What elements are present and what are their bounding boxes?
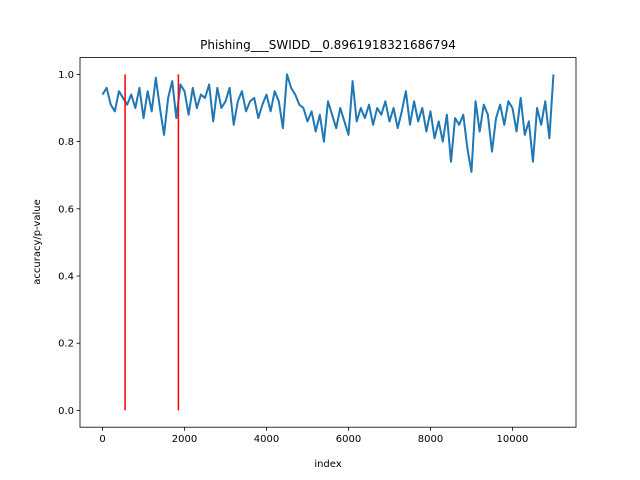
chart-title: Phishing___SWIDD__0.8961918321686794 [200,38,456,52]
y-tick-label: 0.8 [58,137,74,148]
y-tick-label: 0.6 [58,204,74,215]
y-tick-label: 0.4 [58,272,74,283]
x-tick-label: 8000 [418,434,443,445]
data-line [101,73,555,173]
x-tick-label: 0 [99,434,105,445]
y-tick-label: 0.0 [58,406,74,417]
x-axis-label: index [314,459,341,470]
x-tick-label: 10000 [497,434,529,445]
y-axis-label: accuracy/p-value [32,199,43,285]
plot-frame [79,57,577,428]
y-tick-label: 1.0 [58,70,74,81]
x-tick-label: 6000 [336,434,361,445]
y-tick-label: 0.2 [58,339,74,350]
x-tick-label: 2000 [172,434,197,445]
x-tick-label: 4000 [254,434,279,445]
